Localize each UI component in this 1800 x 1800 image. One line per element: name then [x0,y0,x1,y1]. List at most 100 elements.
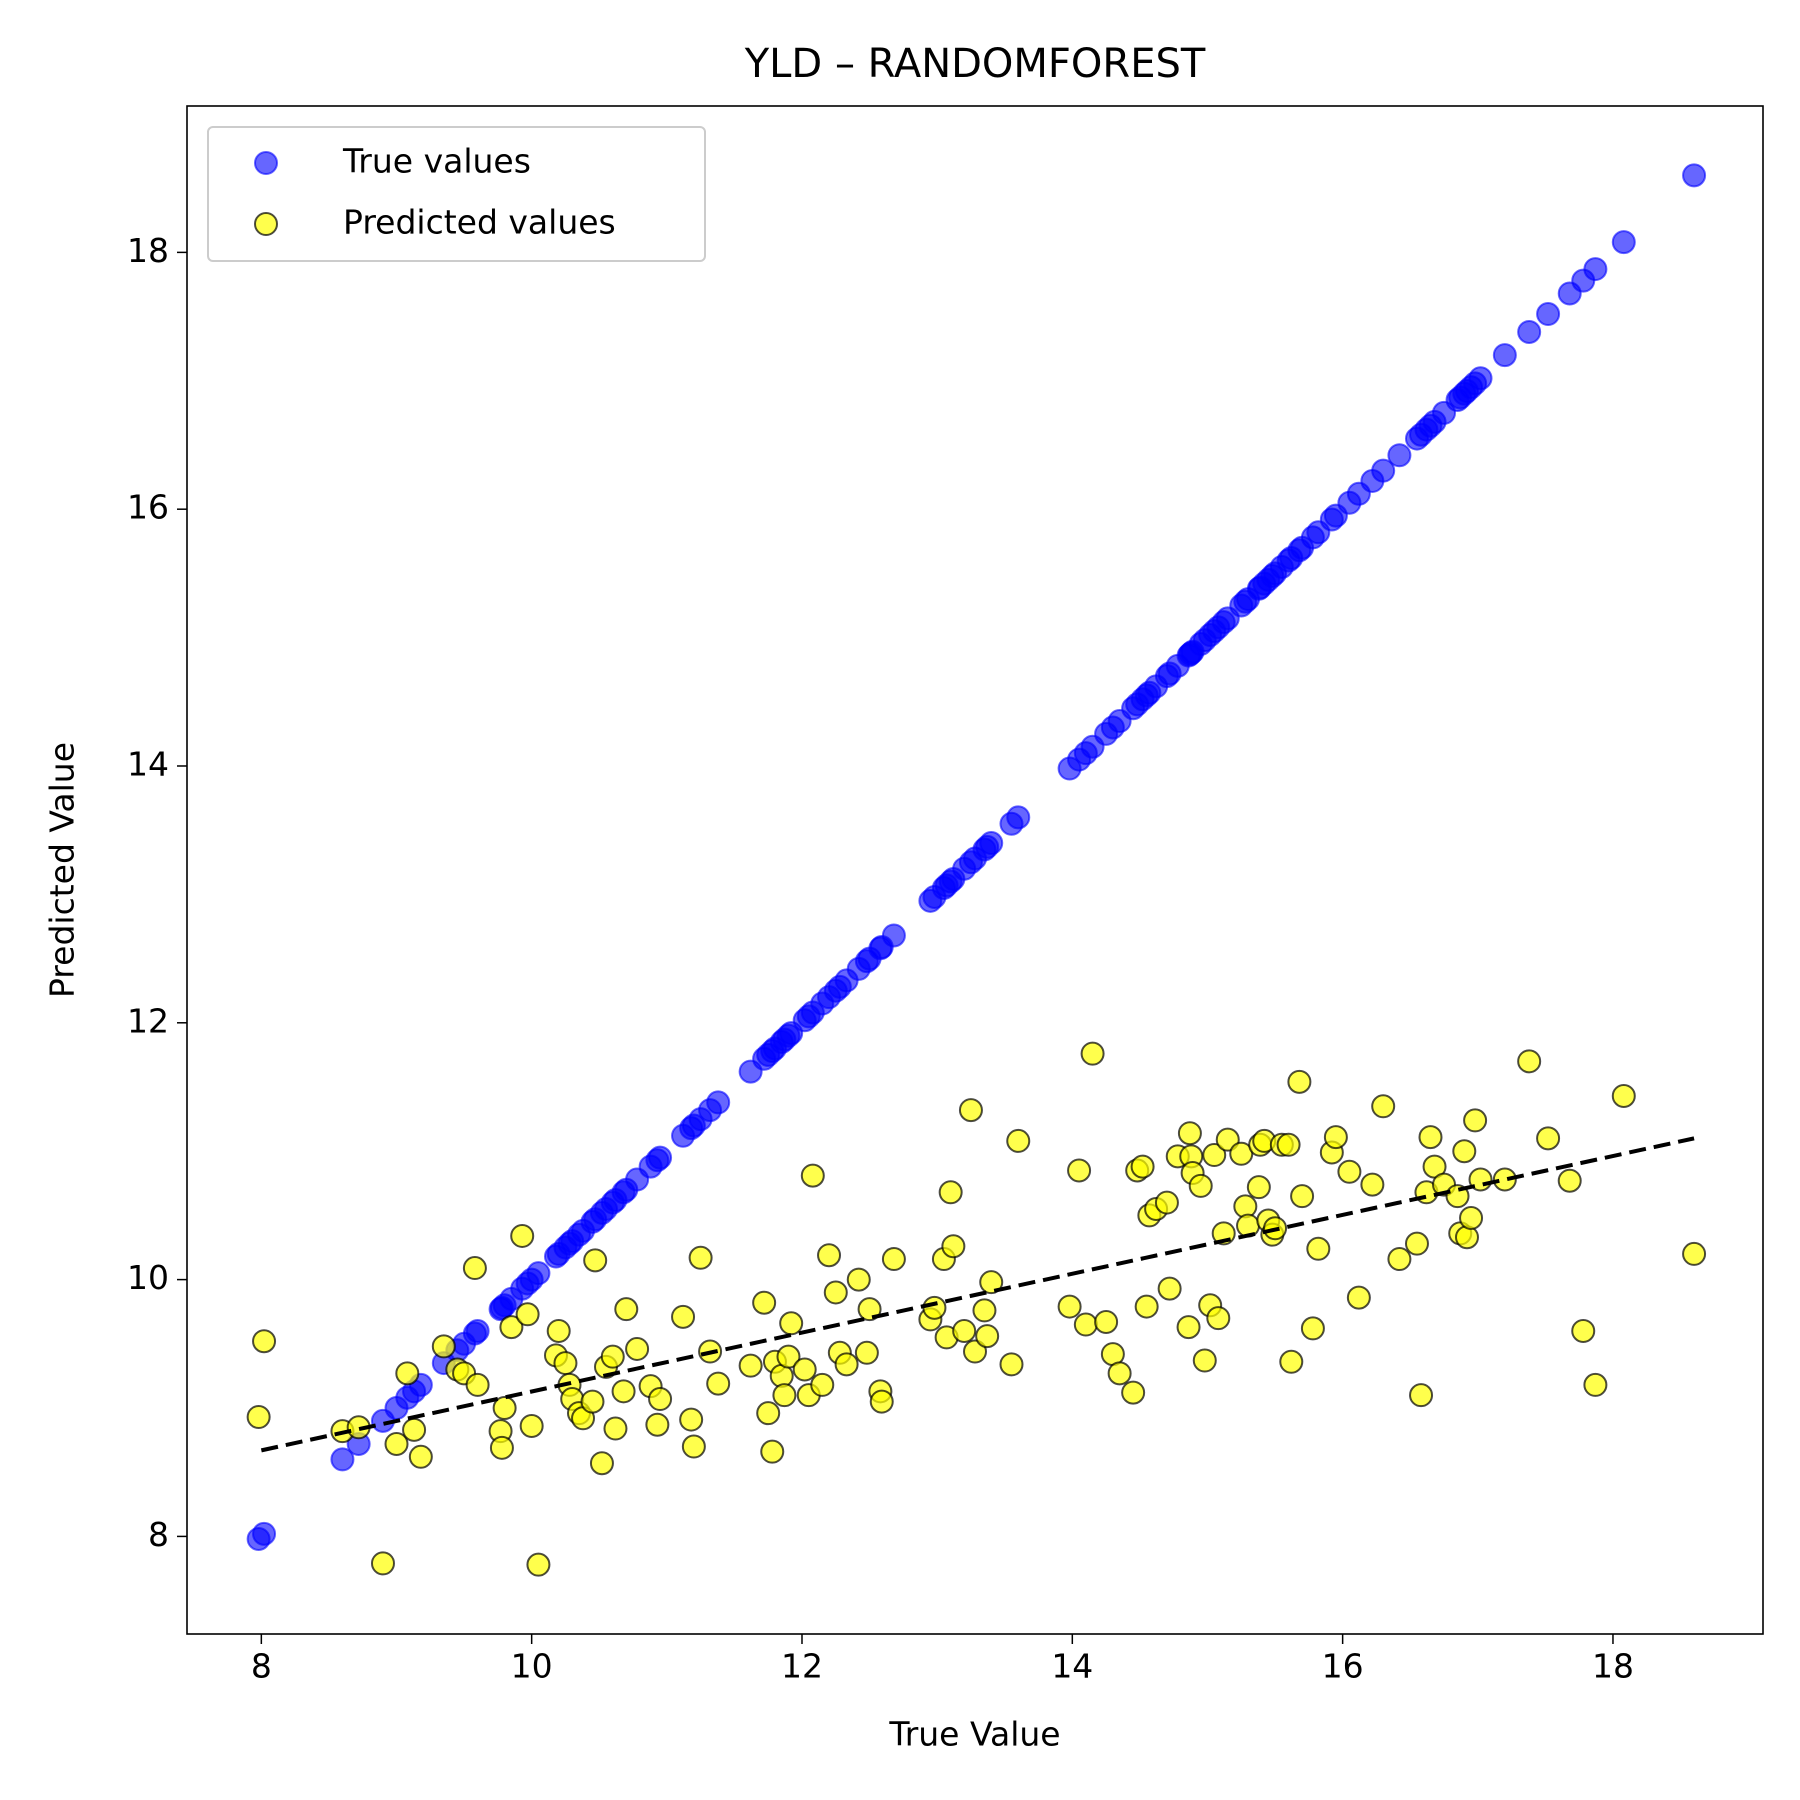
scatter-point [810,1372,835,1397]
scatter-point [752,1290,777,1315]
scatter-point [402,1417,427,1442]
scatter-point [1006,805,1031,830]
scatter-point [1346,1285,1371,1310]
scatter-point [1371,1094,1396,1119]
scatter-point [1611,230,1636,255]
scatter-point [519,1413,544,1438]
scatter-point [246,1404,271,1429]
scatter-point [1073,1312,1098,1337]
scatter-point [1094,1309,1119,1334]
scatter-point [941,1234,966,1259]
y-tick-label: 14 [127,744,169,783]
scatter-point [1157,1276,1182,1301]
y-axis-label: Predicted Value [43,742,82,998]
scatter-point [1290,1184,1315,1209]
scatter-point [1536,302,1561,327]
scatter-point [1177,1121,1202,1146]
scatter-point [625,1336,650,1361]
scatter-point [1176,1315,1201,1340]
scatter-point [834,1352,859,1377]
scatter-point [1459,1205,1484,1230]
scatter-point [1682,1241,1707,1266]
trend-line [260,1136,1695,1453]
scatter-point [738,1353,763,1378]
legend-marker [254,151,278,175]
scatter-point [800,1163,825,1188]
scatter-point [546,1318,571,1343]
scatter-point [1682,163,1707,188]
scatter-point [1323,1125,1348,1150]
scatter-point [776,1344,801,1369]
x-tick-label: 18 [1592,1647,1634,1686]
scatter-point [408,1444,433,1469]
scatter-point [817,1243,842,1268]
scatter-point [779,1311,804,1336]
scatter-point [462,1256,487,1281]
scatter-point [1057,1294,1082,1319]
legend-label: True values [342,142,531,181]
scatter-point [465,1318,490,1343]
scatter-point [756,1401,781,1426]
scatter-point [972,1298,997,1323]
scatter-point [465,1372,490,1397]
scatter-point [499,1315,524,1340]
scatter-point [1337,1159,1362,1184]
scatter-point [1387,1247,1412,1272]
scatter-point [881,923,906,948]
scatter-point [1134,1294,1159,1319]
scatter-point [681,1434,706,1459]
scatter-point [1404,1231,1429,1256]
scatter-point [869,1389,894,1414]
scatter-point [1536,1126,1561,1151]
x-tick-label: 12 [781,1647,823,1686]
y-tick-label: 8 [148,1515,169,1554]
scatter-point [1557,1168,1582,1193]
scatter-point [330,1447,355,1472]
plot-frame [186,105,1764,1635]
scatter-point [979,831,1004,856]
chart-title: YLD – RANDOMFOREST [744,41,1206,87]
scatter-point [1067,1158,1092,1183]
scatter-point [648,1387,673,1412]
scatter-point [823,1280,848,1305]
scatter-point [1246,1175,1271,1200]
scatter-point [922,1295,947,1320]
x-tick-label: 10 [511,1647,553,1686]
x-tick-label: 8 [251,1647,272,1686]
scatter-point [526,1261,551,1286]
scatter-point [952,1318,977,1343]
scatter-point [1418,1125,1443,1150]
scatter-point [603,1416,628,1441]
scatter-point [611,1379,636,1404]
scatter-point [600,1344,625,1369]
scatter-point [1492,1167,1517,1192]
scatter-point [252,1329,277,1354]
scatter-point [431,1334,456,1359]
scatter-point [589,1451,614,1476]
scatter-point [999,1352,1024,1377]
scatter-point [489,1435,514,1460]
scatter-point [679,1407,704,1432]
legend-label: Predicted values [343,203,616,242]
scatter-point [857,1297,882,1322]
scatter-point [553,1351,578,1376]
scatter-point [1300,1316,1325,1341]
scatter-point [1236,1213,1261,1238]
scatter-point [1202,1143,1227,1168]
scatter-point [252,1521,277,1546]
scatter-point [1188,1173,1213,1198]
scatter-point [772,1383,797,1408]
scatter-point [648,1145,673,1170]
scatter-point [979,1270,1004,1295]
scatter-point [1206,1306,1231,1331]
scatter-point [1080,1041,1105,1066]
scatter-point [1463,1108,1488,1133]
y-tick-label: 10 [127,1258,169,1297]
y-tick-label: 18 [127,231,169,270]
scatter-point [1583,257,1608,282]
scatter-point [1276,1132,1301,1157]
scatter-point [1611,1083,1636,1108]
scatter-point [1107,1361,1132,1386]
